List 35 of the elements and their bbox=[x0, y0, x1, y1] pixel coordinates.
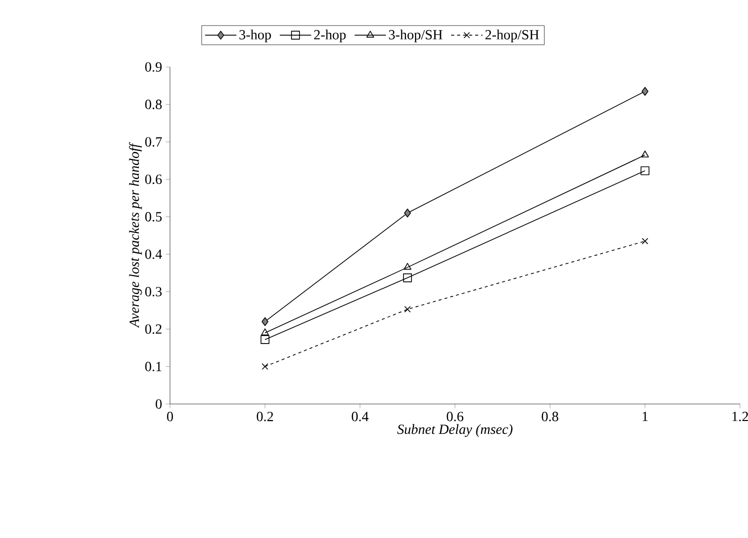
point bbox=[640, 166, 650, 176]
x-tick-label: 1 bbox=[642, 412, 648, 422]
y-tick-label: 0.2 bbox=[145, 324, 162, 334]
y-tick-label: 0.3 bbox=[145, 286, 162, 296]
point bbox=[260, 335, 270, 344]
x-tick-label: 0.8 bbox=[542, 412, 558, 422]
x-tick-label: 0 bbox=[167, 412, 173, 422]
point bbox=[261, 328, 269, 336]
y-tick-label: 0.6 bbox=[145, 174, 162, 184]
y-tick-label: 0.5 bbox=[145, 212, 162, 222]
x-tick-label: 0.2 bbox=[256, 412, 273, 422]
y-axis-title: Average lost packets per handoff bbox=[128, 142, 142, 328]
point bbox=[404, 208, 411, 218]
x-tick-label: 0.6 bbox=[446, 412, 464, 422]
point bbox=[404, 306, 411, 312]
y-tick-label: 0.8 bbox=[145, 100, 162, 110]
legend-label: 3-hop/SH bbox=[388, 30, 442, 42]
x-axis-title: Subnet Delay (msec) bbox=[397, 424, 512, 437]
x-tick-label: 0.4 bbox=[352, 412, 369, 422]
legend-label: 3-hop bbox=[239, 30, 271, 42]
y-tick-label: 0.1 bbox=[145, 362, 162, 372]
legend-label: 2-hop bbox=[314, 30, 346, 42]
point bbox=[641, 150, 649, 158]
y-tick-label: 0.9 bbox=[145, 62, 162, 72]
legend-label: 2-hop/SH bbox=[485, 30, 539, 42]
y-tick-label: 0.4 bbox=[145, 249, 162, 259]
point bbox=[262, 363, 268, 370]
point bbox=[404, 262, 412, 270]
point bbox=[262, 317, 268, 326]
point bbox=[642, 86, 648, 96]
point bbox=[642, 238, 648, 244]
x-tick-label: 1.2 bbox=[732, 412, 748, 422]
y-tick-label: 0 bbox=[156, 399, 162, 409]
y-tick-label: 0.7 bbox=[145, 137, 162, 147]
point bbox=[403, 273, 412, 282]
